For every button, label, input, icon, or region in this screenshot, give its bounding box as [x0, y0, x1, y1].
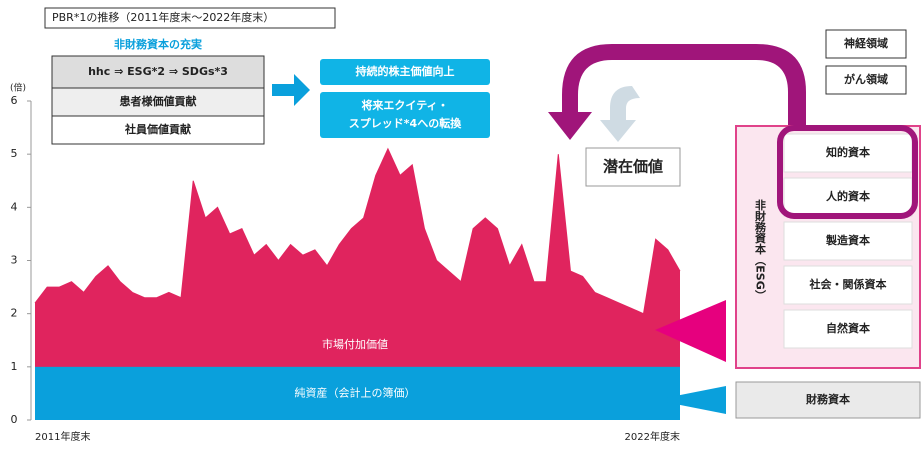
- y-tick-label: 2: [11, 307, 18, 320]
- area-fill: [35, 148, 680, 420]
- domain-box: [825, 29, 907, 59]
- area-line: [34, 147, 681, 315]
- chart-title: PBR*1の推移（2011年度末～2022年度末）: [52, 10, 274, 24]
- domain-text: 神経領域: [844, 36, 888, 50]
- row-text: 社員価値貢献: [124, 122, 191, 136]
- y-tick-label: 6: [11, 94, 18, 107]
- domain-box: [825, 65, 907, 95]
- latent-text: 潜在価値: [603, 158, 663, 176]
- book-value-band: [35, 366, 680, 420]
- y-tick-label: 3: [11, 254, 18, 267]
- y-tick-label: 1: [11, 360, 18, 373]
- goal-box: [320, 59, 490, 85]
- goal-text: スプレッド*4への転換: [349, 116, 462, 130]
- row-text: hhc ⇒ ESG*2 ⇒ SDGs*3: [88, 65, 228, 78]
- pointer: [655, 300, 726, 362]
- goal-text: 持続的株主価値向上: [356, 64, 455, 78]
- row-text: 患者様価値貢献: [120, 94, 197, 108]
- capital-box: [783, 221, 913, 261]
- row-box: [51, 55, 265, 89]
- x-tick-label: 2011年度末: [35, 430, 90, 443]
- y-tick-label: 0: [11, 413, 18, 426]
- capital-box: [783, 133, 913, 173]
- curved-arrow: [548, 44, 806, 140]
- row-box: [51, 115, 265, 145]
- series-label: 市場付加価値: [322, 337, 388, 351]
- financial-box: [735, 381, 921, 419]
- goal-box: [320, 92, 490, 138]
- heading: 非財務資本の充実: [114, 37, 202, 51]
- domain-text: がん領域: [844, 72, 888, 86]
- title-box: [44, 7, 336, 29]
- nonfinancial-label: 非財務資本（ESG）: [754, 198, 768, 301]
- financial-text: 財務資本: [805, 392, 850, 406]
- y-tick-label: 5: [11, 147, 18, 160]
- pointer: [655, 386, 726, 414]
- goal-text: 将来エクイティ・: [361, 98, 448, 112]
- y-unit: (倍): [10, 82, 26, 94]
- capital-text: 製造資本: [825, 233, 870, 247]
- capital-text: 自然資本: [826, 321, 870, 335]
- capital-text: 社会・関係資本: [809, 277, 887, 291]
- highlight: [777, 125, 918, 219]
- capital-box: [783, 177, 913, 217]
- y-tick-label: 4: [11, 200, 18, 213]
- arrow: [272, 74, 310, 106]
- capital-text: 人的資本: [826, 189, 870, 203]
- capital-box: [783, 265, 913, 305]
- curved-arrow: [600, 86, 640, 142]
- x-tick-label: 2022年度末: [625, 430, 680, 443]
- series-label: 純資産（会計上の簿価）: [295, 385, 416, 399]
- capital-text: 知的資本: [825, 145, 870, 159]
- latent-box: [585, 147, 681, 187]
- capital-box: [783, 309, 913, 349]
